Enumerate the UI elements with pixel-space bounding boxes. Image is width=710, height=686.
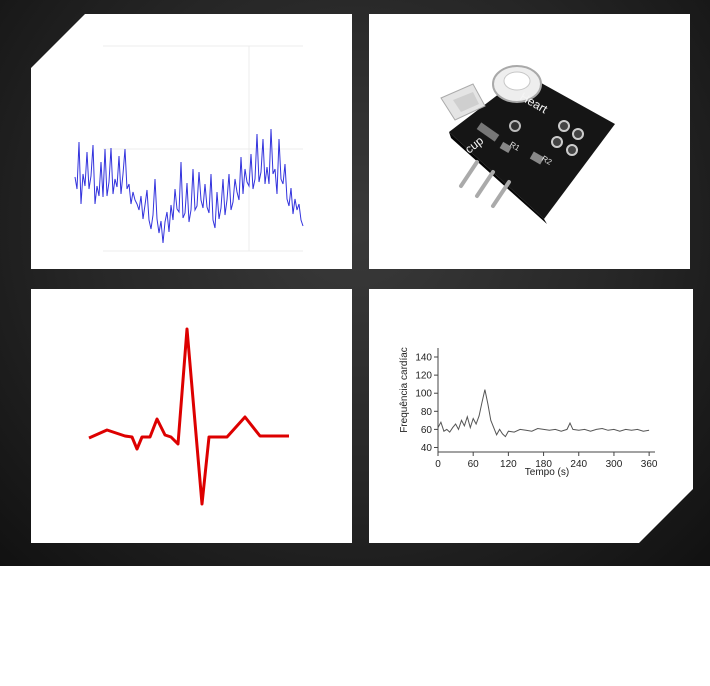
wave-plot-panel <box>31 14 352 269</box>
x-tick-label: 300 <box>606 459 623 470</box>
sensor-board-edge <box>449 132 547 224</box>
ecg-line <box>88 327 289 506</box>
x-tick-label: 60 <box>468 459 480 470</box>
x-tick-label: 0 <box>435 459 441 470</box>
pin-hole <box>572 128 584 140</box>
sensor-photo-panel: Heart cup R1 R2 <box>369 14 690 269</box>
heart-rate-chart-panel: 0 60 120 180 240 300 360 40 60 80 100 120 140 Tempo … <box>369 289 693 543</box>
x-tick-label: 120 <box>500 459 517 470</box>
y-tick-label: 100 <box>415 389 432 400</box>
y-tick-label: 40 <box>421 443 433 454</box>
y-tick-label: 60 <box>421 425 433 436</box>
smd-resistor <box>529 151 545 165</box>
pin-hole <box>551 136 563 148</box>
header-pin <box>475 170 495 198</box>
smd-resistor <box>499 141 512 153</box>
x-axis-label: Tempo (s) <box>525 467 569 478</box>
y-axis-label: Frequência cardíac <box>399 347 410 433</box>
wave-plot <box>74 45 304 252</box>
x-tick-label: 360 <box>641 459 658 470</box>
y-tick-label: 120 <box>415 371 432 382</box>
ir-emitter-lens <box>453 92 479 112</box>
heart-rate-series-line <box>437 389 650 438</box>
ecg-pulse <box>88 327 289 506</box>
pin-hole <box>566 144 578 156</box>
pin-hole <box>558 120 570 132</box>
smd-chip <box>476 122 500 142</box>
led-dome-highlight <box>503 71 531 91</box>
x-tick-label: 180 <box>535 459 552 470</box>
sensor-board <box>449 74 615 219</box>
ecg-pulse-panel <box>31 289 352 543</box>
y-tick-label: 140 <box>415 353 432 364</box>
heart-rate-chart: 0 60 120 180 240 300 360 40 60 80 100 120 140 Tempo … <box>399 347 658 478</box>
header-pin <box>459 160 479 188</box>
wave-line <box>74 128 304 244</box>
pin-hole <box>509 120 521 132</box>
y-tick-label: 80 <box>421 407 433 418</box>
x-tick-label: 240 <box>570 459 587 470</box>
header-pin <box>491 180 511 208</box>
sensor-photo: Heart cup R1 R2 <box>440 65 615 224</box>
